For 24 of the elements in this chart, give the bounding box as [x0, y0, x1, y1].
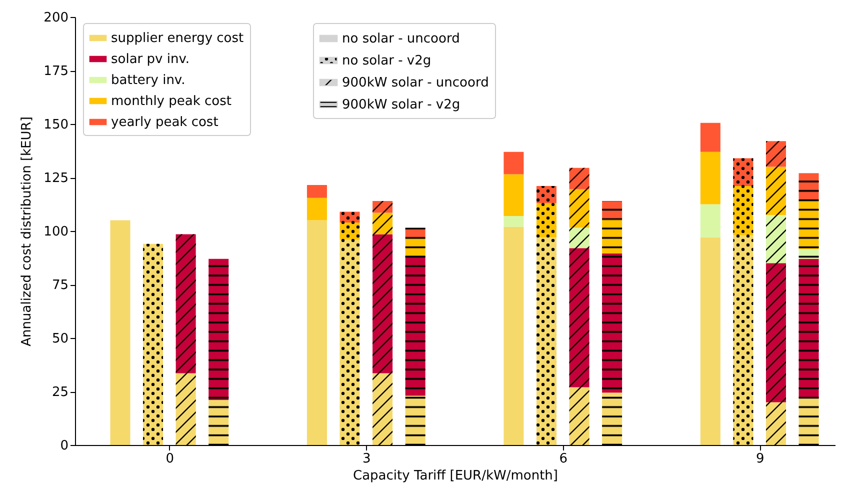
- annotation: 900kW solar - v2g: [342, 98, 460, 112]
- y-tick-label: 25: [52, 385, 68, 400]
- y-tick-label: 125: [44, 171, 68, 186]
- annotation: no solar - uncoord: [342, 32, 460, 46]
- x-tick-label: 6: [559, 452, 568, 466]
- x-tick-label: 3: [362, 452, 371, 466]
- legend-label: solar pv inv.: [111, 52, 190, 67]
- annotation: 900kW solar - uncoord: [342, 76, 489, 90]
- legend-label: monthly peak cost: [111, 94, 232, 109]
- x-tick-label: 0: [166, 452, 174, 466]
- y-tick-label: 0: [60, 438, 68, 454]
- annotation: no solar - v2g: [342, 54, 432, 68]
- legend-label: battery inv.: [111, 73, 186, 88]
- y-tick-label: 50: [52, 332, 68, 346]
- x-axis-title: Capacity Tariff [EUR/kW/month]: [353, 468, 558, 484]
- legend-label: yearly peak cost: [111, 115, 218, 130]
- x-tick-label: 9: [756, 452, 764, 466]
- y-tick-label: 75: [52, 278, 68, 293]
- y-tick-label: 150: [44, 118, 68, 132]
- y-axis-title: Annualized cost distribution [kEUR]: [20, 116, 35, 346]
- y-tick-label: 100: [44, 224, 68, 240]
- y-tick-label: 175: [44, 64, 68, 79]
- legend-label: supplier energy cost: [111, 31, 244, 46]
- y-tick-label: 200: [44, 10, 68, 26]
